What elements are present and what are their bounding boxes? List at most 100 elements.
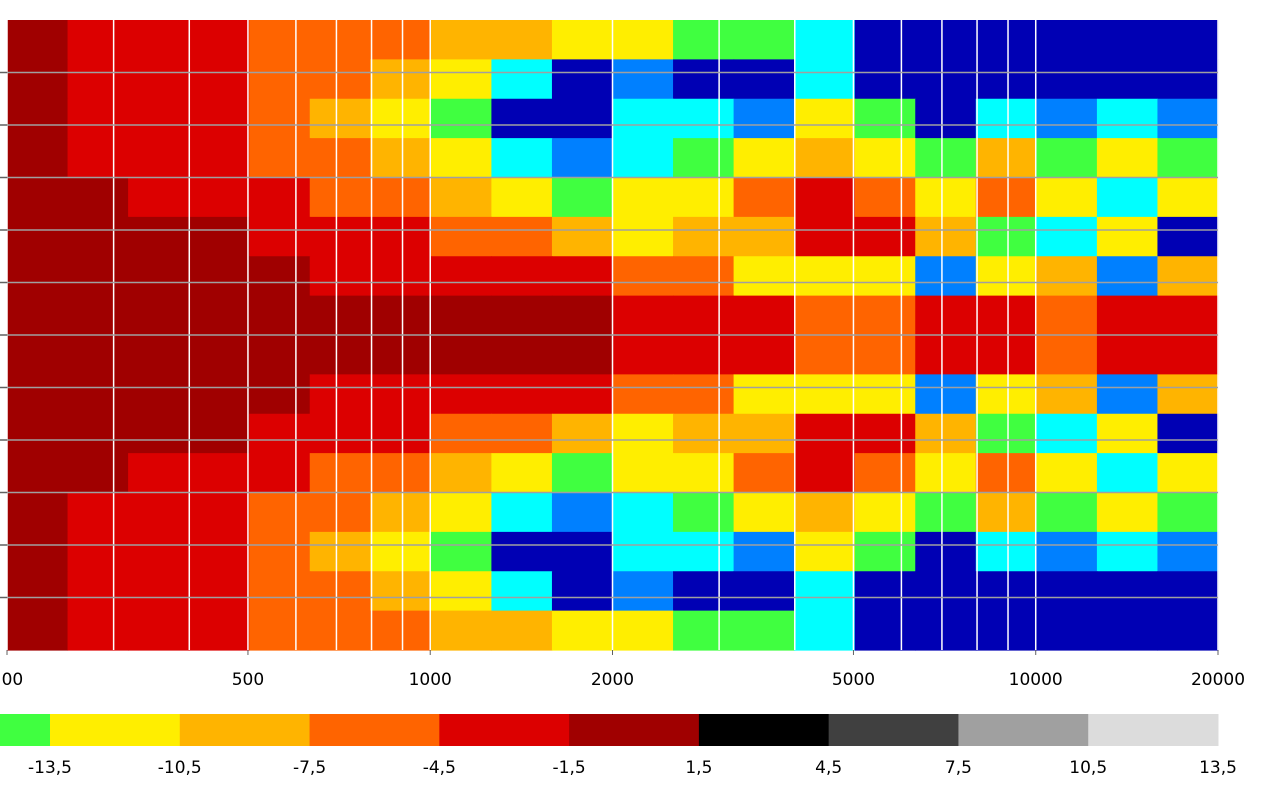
heatmap-cell	[370, 531, 432, 572]
heatmap-cell	[854, 492, 916, 533]
heatmap-cell	[975, 492, 1037, 533]
heatmap-cell	[1157, 177, 1219, 218]
heatmap-cell	[1157, 374, 1219, 415]
heatmap-cell	[975, 571, 1037, 612]
heatmap-cell	[249, 413, 311, 454]
heatmap-cell	[975, 531, 1037, 572]
heatmap-cell	[733, 177, 795, 218]
heatmap-cell	[733, 571, 795, 612]
heatmap-cell	[370, 59, 432, 100]
heatmap-cell	[1157, 335, 1219, 375]
heatmap-cell	[249, 256, 311, 297]
heatmap-cell	[854, 335, 916, 375]
heatmap-cell	[854, 374, 916, 415]
heatmap-cell	[794, 295, 856, 336]
heatmap-cell	[673, 98, 735, 139]
heatmap-cell	[249, 59, 311, 100]
heatmap-cell	[67, 256, 129, 297]
heatmap-cell	[309, 138, 371, 179]
heatmap-cell	[1096, 98, 1159, 139]
heatmap-cell	[491, 20, 553, 60]
heatmap-cell	[1036, 610, 1098, 651]
heatmap-cell	[673, 571, 735, 612]
heatmap-cell	[128, 610, 190, 651]
heatmap-cell	[430, 413, 492, 454]
heatmap-cell	[491, 98, 553, 139]
heatmap-cell	[67, 98, 129, 139]
heatmap-cell	[612, 256, 674, 297]
heatmap-cell	[7, 610, 69, 651]
heatmap-cell	[915, 138, 977, 179]
heatmap-cell	[1096, 295, 1159, 336]
heatmap-cell	[491, 453, 553, 494]
colorbar-label: 10,5	[1069, 758, 1107, 778]
heatmap-cell	[1096, 571, 1159, 612]
heatmap-cell	[128, 335, 190, 375]
heatmap-cell	[794, 177, 856, 218]
heatmap-cell	[7, 216, 69, 257]
heatmap-cell	[370, 295, 432, 336]
x-tick-label: 10000	[1009, 670, 1063, 690]
heatmap-cell	[7, 20, 69, 60]
heatmap-cell	[491, 531, 553, 572]
heatmap-cell	[67, 374, 129, 415]
heatmap-cell	[249, 295, 311, 336]
heatmap-cell	[370, 177, 432, 218]
heatmap-cell	[975, 216, 1037, 257]
heatmap-cell	[430, 335, 492, 375]
heatmap-cell	[309, 335, 371, 375]
heatmap-cell	[67, 335, 129, 375]
heatmap-cell	[430, 571, 492, 612]
heatmap-cell	[733, 59, 795, 100]
heatmap-cell	[854, 413, 916, 454]
heatmap-cell	[309, 256, 371, 297]
heatmap-cell	[128, 413, 190, 454]
heatmap-cell	[370, 98, 432, 139]
heatmap-cell	[491, 177, 553, 218]
heatmap-cell	[551, 531, 614, 572]
heatmap-cell	[1157, 610, 1219, 651]
heatmap-cell	[491, 492, 553, 533]
colorbar-label: -4,5	[423, 758, 456, 778]
colorbar-label: 1,5	[685, 758, 712, 778]
heatmap-cell	[188, 138, 250, 179]
heatmap-cell	[67, 610, 129, 651]
heatmap-cell	[854, 98, 916, 139]
heatmap-cell	[128, 138, 190, 179]
colorbar-segment	[0, 714, 51, 746]
heatmap-cell	[309, 295, 371, 336]
heatmap-cell	[794, 610, 856, 651]
heatmap-cell	[430, 138, 492, 179]
heatmap-cell	[1036, 59, 1098, 100]
heatmap-cell	[309, 216, 371, 257]
heatmap-cell	[794, 59, 856, 100]
heatmap-cell	[188, 59, 250, 100]
heatmap-cell	[1036, 256, 1098, 297]
heatmap-cell	[188, 256, 250, 297]
heatmap-cell	[733, 295, 795, 336]
heatmap-cell	[733, 413, 795, 454]
heatmap-cell	[551, 610, 614, 651]
heatmap-cell	[975, 98, 1037, 139]
heatmap-cell	[1157, 138, 1219, 179]
heatmap-cell	[915, 177, 977, 218]
heatmap-cell	[1096, 492, 1159, 533]
heatmap-cell	[1096, 610, 1159, 651]
heatmap-cell	[128, 531, 190, 572]
heatmap-cell	[430, 98, 492, 139]
heatmap-cell	[673, 138, 735, 179]
heatmap-cell	[67, 59, 129, 100]
heatmap-cell	[188, 295, 250, 336]
heatmap-cell	[1157, 256, 1219, 297]
heatmap-cell	[1096, 59, 1159, 100]
heatmap-cell	[794, 413, 856, 454]
heatmap-cell	[370, 492, 432, 533]
heatmap-cell	[1096, 453, 1159, 494]
heatmap-cell	[1036, 492, 1098, 533]
heatmap-cell	[67, 177, 129, 218]
heatmap-cell	[1157, 59, 1219, 100]
heatmap-cell	[854, 295, 916, 336]
heatmap-cell	[673, 413, 735, 454]
heatmap-cell	[733, 374, 795, 415]
heatmap-cell	[188, 374, 250, 415]
